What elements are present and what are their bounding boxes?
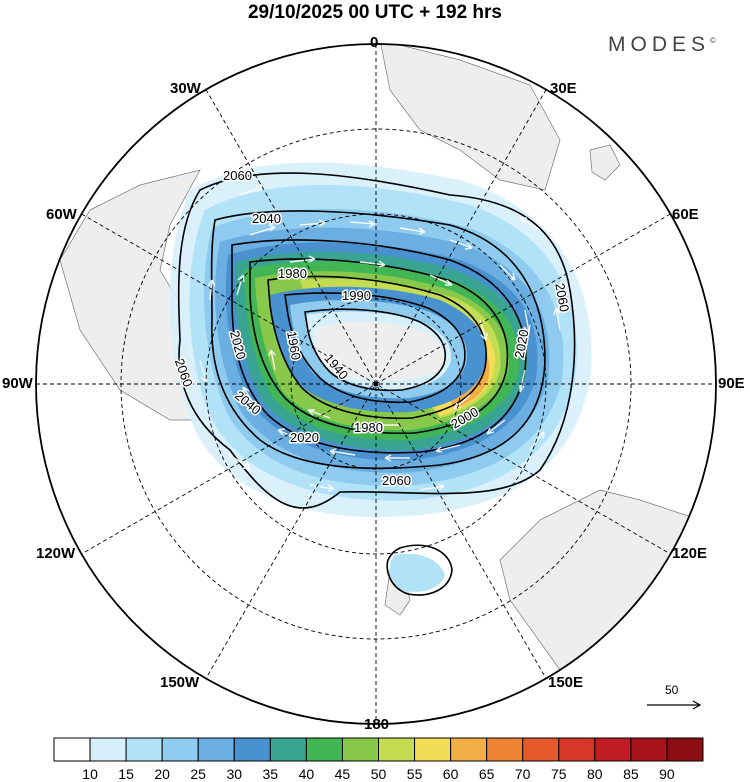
colorbar-swatch: [486, 737, 524, 762]
contour-label: 2060: [382, 473, 411, 488]
colorbar-tick: 90: [659, 766, 675, 782]
colorbar-tick: 25: [190, 766, 206, 782]
contour-label: 1980: [278, 266, 307, 281]
meridian-label-180: 180: [364, 716, 390, 733]
colorbar-swatch: [161, 737, 199, 762]
contour-label: 2040: [252, 211, 281, 226]
map-title: 29/10/2025 00 UTC + 192 hrs: [247, 2, 503, 23]
colorbar-swatch: [414, 737, 452, 762]
meridian-label-90w: 90W: [2, 375, 33, 392]
colorbar-tick: 70: [514, 766, 531, 782]
copyright-mark: ©: [710, 36, 716, 45]
core-land: [315, 321, 445, 381]
contour-label: 1960: [284, 330, 304, 361]
colorbar-swatch: [522, 737, 560, 762]
contour-1940: [304, 308, 446, 392]
meridian-label-120w: 120W: [36, 545, 76, 562]
meridian-label-150e: 150E: [548, 674, 584, 691]
brand-name: MODES: [608, 33, 711, 56]
colorbar-tick: 15: [118, 766, 134, 782]
contour-south-low: [386, 544, 453, 596]
meridian-label-90e: 90E: [718, 375, 745, 392]
colorbar-swatch: [269, 737, 307, 762]
meridian-label-120e: 120E: [672, 545, 708, 562]
reference-vector-label: 50: [665, 683, 679, 697]
australia: [499, 489, 716, 681]
madagascar: [589, 144, 621, 181]
colorbar-swatch: [53, 737, 91, 762]
colorbar-swatch: [197, 737, 235, 762]
colorbar-tick: 45: [334, 766, 351, 782]
colorbar-swatch: [341, 737, 380, 762]
colorbar-tick: 10: [82, 766, 98, 782]
colorbar-tick: 55: [406, 766, 423, 782]
contour-label: 2060: [223, 168, 252, 183]
contour-label: 1990: [342, 288, 371, 303]
wind-speed-shading: [169, 162, 592, 592]
colorbar-tick: 20: [154, 766, 170, 782]
colorbar-swatch: [125, 737, 163, 762]
colorbar-swatch: [630, 737, 668, 762]
colorbar-swatch: [305, 737, 343, 762]
colorbar-tick: 85: [623, 766, 639, 782]
colorbar-tick: 30: [226, 766, 243, 782]
meridian-label-60e: 60E: [672, 206, 699, 223]
meridian-label-30w: 30W: [170, 80, 201, 97]
colorbar-tick: 40: [298, 766, 315, 782]
brand-logo: MODES©: [608, 33, 716, 57]
colorbar-swatch: [558, 737, 596, 762]
contour-1980: [267, 275, 487, 420]
south-pole-dot: [373, 381, 379, 387]
contour-2020: [231, 239, 527, 454]
colorbar-swatch: [233, 737, 271, 762]
africa: [379, 44, 561, 191]
colorbar-tick: 60: [442, 766, 459, 782]
colorbar-tick: 80: [587, 766, 603, 782]
colorbar-tick: 75: [551, 766, 567, 782]
contour-label: 1980: [354, 420, 383, 435]
colorbar-swatch: [378, 737, 416, 762]
colorbar-tick: 65: [478, 766, 495, 782]
contour-label: 2060: [552, 282, 572, 313]
contour-2060: [177, 172, 576, 509]
reference-vector: [647, 700, 702, 710]
colorbar: [53, 737, 704, 762]
colorbar-swatch: [666, 737, 704, 762]
colorbar-swatch: [89, 737, 127, 762]
colorbar-swatch: [450, 737, 488, 762]
contour-label: 2020: [512, 328, 532, 359]
contour-label: 2020: [290, 430, 319, 445]
colorbar-tick: 35: [262, 766, 279, 782]
colorbar-tick: 50: [370, 766, 387, 782]
wind-vectors: [199, 185, 561, 492]
contour-2000: [249, 258, 509, 435]
meridian-label-60w: 60W: [46, 206, 77, 223]
meridian-label-30e: 30E: [550, 80, 577, 97]
colorbar-swatch: [594, 737, 632, 762]
patch-south: [389, 553, 445, 592]
map-boundary: [35, 43, 717, 725]
meridian-label-150w: 150W: [160, 674, 200, 691]
meridian-label-0: 0: [370, 34, 379, 51]
